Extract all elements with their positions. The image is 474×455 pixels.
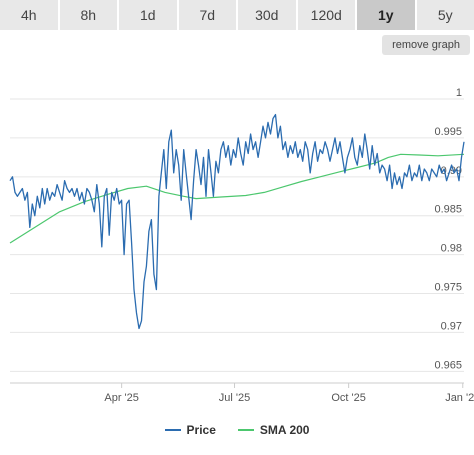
legend-item-sma[interactable]: SMA 200 — [237, 423, 310, 437]
legend-swatch-sma — [237, 429, 254, 431]
sma-200-line — [9, 153, 465, 244]
y-tick-label: 0.965 — [434, 359, 462, 371]
tab-8h[interactable]: 8h — [59, 0, 119, 30]
timeframe-tabs: 4h 8h 1d 7d 30d 120d 1y 5y — [0, 0, 474, 30]
remove-graph-button[interactable]: remove graph — [382, 35, 470, 55]
price-line — [9, 113, 465, 330]
legend-label-price: Price — [186, 423, 216, 437]
chart-legend: Price SMA 200 — [0, 420, 474, 440]
legend-swatch-price — [164, 429, 181, 431]
tab-7d[interactable]: 7d — [178, 0, 238, 30]
y-tick-label: 0.99 — [441, 165, 462, 177]
y-tick-label: 0.98 — [441, 243, 462, 255]
tab-5y[interactable]: 5y — [416, 0, 474, 30]
tab-1y[interactable]: 1y — [357, 0, 417, 30]
x-tick-label: Jan '26 — [445, 392, 474, 404]
y-tick-label: 0.975 — [434, 282, 462, 294]
x-tick-label: Jul '25 — [219, 392, 250, 404]
tab-120d[interactable]: 120d — [297, 0, 357, 30]
legend-item-price[interactable]: Price — [164, 423, 216, 437]
y-tick-label: 1 — [456, 87, 462, 99]
y-tick-label: 0.97 — [441, 320, 462, 332]
tab-1d[interactable]: 1d — [119, 0, 179, 30]
tab-30d[interactable]: 30d — [238, 0, 298, 30]
price-chart: 1 0.995 0.99 0.985 0.98 0.975 0.97 0.965 Apr '25… — [9, 87, 474, 404]
legend-label-sma: SMA 200 — [259, 423, 310, 437]
y-tick-label: 0.995 — [434, 126, 462, 138]
y-tick-label: 0.985 — [434, 204, 462, 216]
tab-4h[interactable]: 4h — [0, 0, 60, 30]
x-tick-label: Oct '25 — [331, 392, 366, 404]
x-tick-label: Apr '25 — [104, 392, 139, 404]
